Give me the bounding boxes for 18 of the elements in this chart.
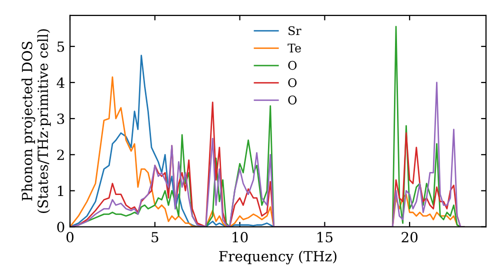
- legend-label: O: [288, 96, 297, 104]
- y-tick-label: 2: [57, 150, 64, 160]
- y-tick-label: 3: [57, 114, 64, 124]
- y-tick-label: 5: [57, 42, 64, 52]
- legend-label: Sr: [288, 26, 302, 36]
- legend-label: O: [288, 78, 297, 88]
- y-tick-label: 4: [56, 77, 64, 88]
- x-tick-label: 15: [318, 232, 332, 242]
- legend-label: Te: [288, 44, 301, 52]
- y-tick-label: 0: [57, 222, 64, 232]
- x-tick-label: 0: [66, 232, 74, 242]
- legend-label: O: [288, 60, 297, 70]
- x-tick-label: 10: [232, 232, 248, 242]
- x-axis-title: Frequency (THz): [219, 250, 336, 264]
- x-tick-label: 20: [402, 232, 418, 242]
- y-axis-title: Phonon projected DOS (States/THz·primitive cell): [22, 29, 51, 213]
- x-tick-label: 5: [152, 232, 158, 242]
- y-tick-label: 1: [58, 186, 64, 196]
